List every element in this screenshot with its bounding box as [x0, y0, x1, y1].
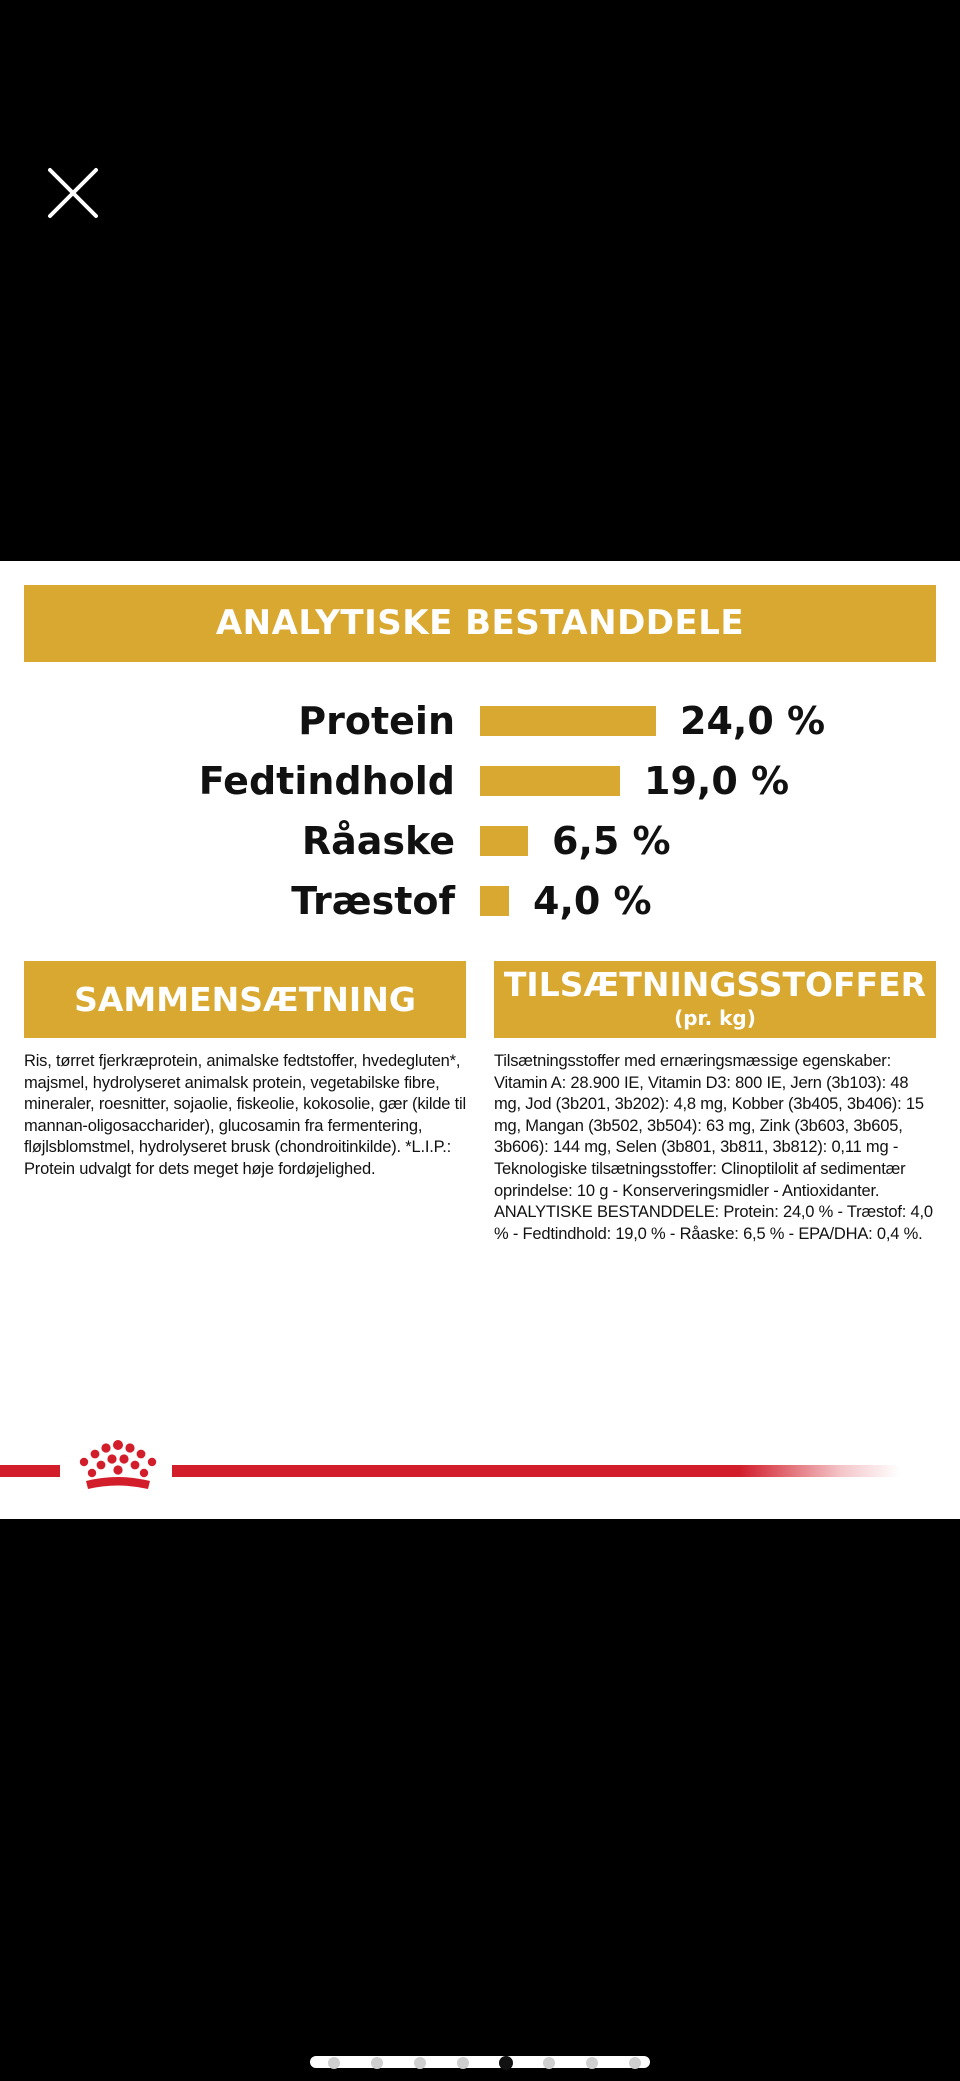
bar-value: 19,0 % — [644, 759, 790, 803]
bar-fill — [480, 826, 528, 856]
crown-icon — [79, 1440, 157, 1489]
composition-text: Ris, tørret fjerkræprotein, animalske fe… — [24, 1052, 466, 1178]
additives-text: Tilsætningsstoffer med ernæringsmæssige … — [494, 1052, 933, 1243]
stripe-left — [0, 1465, 60, 1477]
composition-header: SAMMENSÆTNING — [24, 961, 466, 1038]
bar-fill — [480, 766, 620, 796]
page-dot[interactable] — [543, 2057, 555, 2069]
bar-value: 4,0 % — [533, 879, 652, 923]
page-dot[interactable] — [586, 2057, 598, 2069]
page-dot[interactable] — [629, 2057, 641, 2069]
page-dot-active[interactable] — [499, 2056, 513, 2070]
stripe-right — [172, 1465, 900, 1477]
additives-subtitle: (pr. kg) — [674, 1006, 756, 1030]
page-dot[interactable] — [414, 2057, 426, 2069]
page-indicator[interactable] — [310, 2052, 650, 2074]
product-info-image[interactable]: ANALYTISKE BESTANDDELE Protein 24,0 % Fe… — [0, 561, 960, 1519]
close-icon — [48, 168, 98, 218]
bar-value: 24,0 % — [680, 699, 826, 743]
bar-label: Fedtindhold — [198, 759, 455, 803]
bar-row-ash: Råaske 6,5 % — [0, 811, 960, 871]
bar-label: Protein — [298, 699, 455, 743]
close-button[interactable] — [46, 166, 100, 220]
additives-title: TILSÆTNINGSSTOFFER — [503, 965, 927, 1004]
page-indicator-track — [310, 2056, 650, 2068]
bar-fill — [480, 706, 656, 736]
bar-row-fat: Fedtindhold 19,0 % — [0, 751, 960, 811]
brand-stripe — [0, 1459, 960, 1481]
bar-row-protein: Protein 24,0 % — [0, 691, 960, 751]
bar-label: Råaske — [301, 819, 455, 863]
analytic-header: ANALYTISKE BESTANDDELE — [24, 585, 936, 662]
page-dot[interactable] — [457, 2057, 469, 2069]
bar-value: 6,5 % — [552, 819, 671, 863]
bar-row-fibre: Træstof 4,0 % — [0, 871, 960, 931]
page-dot[interactable] — [371, 2057, 383, 2069]
additives-header: TILSÆTNINGSSTOFFER (pr. kg) — [494, 961, 936, 1038]
bar-label: Træstof — [291, 879, 455, 923]
page-dot[interactable] — [328, 2057, 340, 2069]
bar-fill — [480, 886, 509, 916]
